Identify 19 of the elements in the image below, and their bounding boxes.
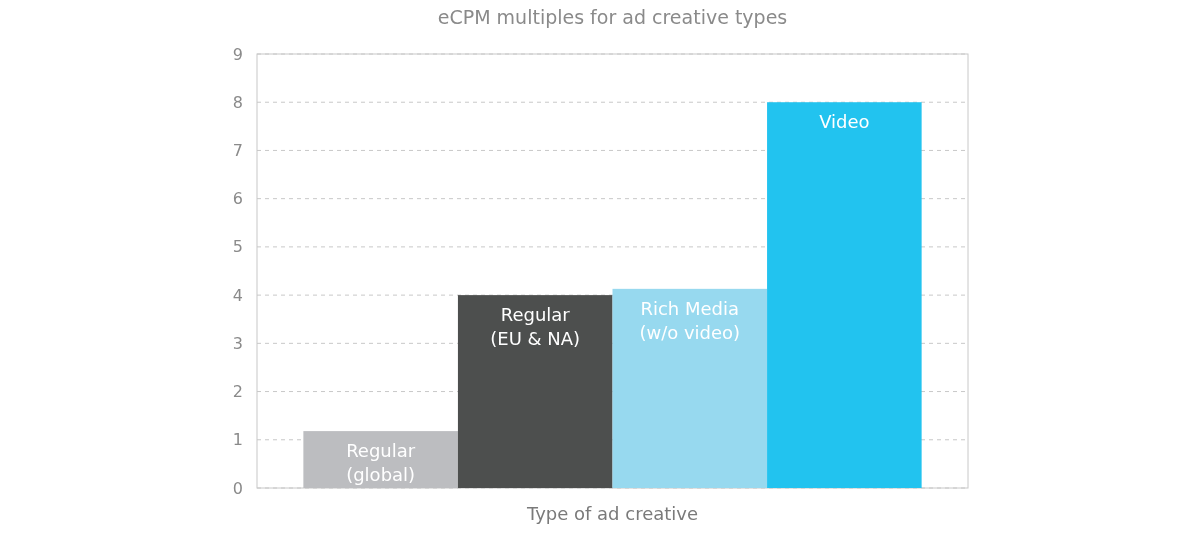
y-tick-label: 1 bbox=[232, 430, 243, 450]
x-tick-label: Video bbox=[819, 111, 870, 133]
bar bbox=[457, 295, 613, 488]
chart-title: eCPM multiples for ad creative types bbox=[437, 6, 788, 28]
y-tick-label: 4 bbox=[232, 285, 243, 305]
y-tick-label: 9 bbox=[232, 44, 243, 64]
y-tick-label: 2 bbox=[232, 382, 243, 402]
bar bbox=[612, 288, 768, 488]
x-tick-label: Rich Media (w/o video) bbox=[639, 297, 741, 343]
x-axis-title: Type of ad creative bbox=[525, 503, 699, 524]
x-tick-label: Regular (global) bbox=[346, 440, 416, 486]
x-tick-label: Regular (EU & NA) bbox=[490, 304, 581, 350]
y-tick-label: 3 bbox=[232, 333, 243, 353]
bar bbox=[767, 102, 922, 488]
y-tick-label: 5 bbox=[232, 237, 243, 257]
y-tick-label: 0 bbox=[232, 478, 243, 498]
y-tick-label: 6 bbox=[232, 189, 243, 209]
y-tick-label: 7 bbox=[232, 141, 243, 161]
y-tick-label: 8 bbox=[232, 92, 243, 112]
